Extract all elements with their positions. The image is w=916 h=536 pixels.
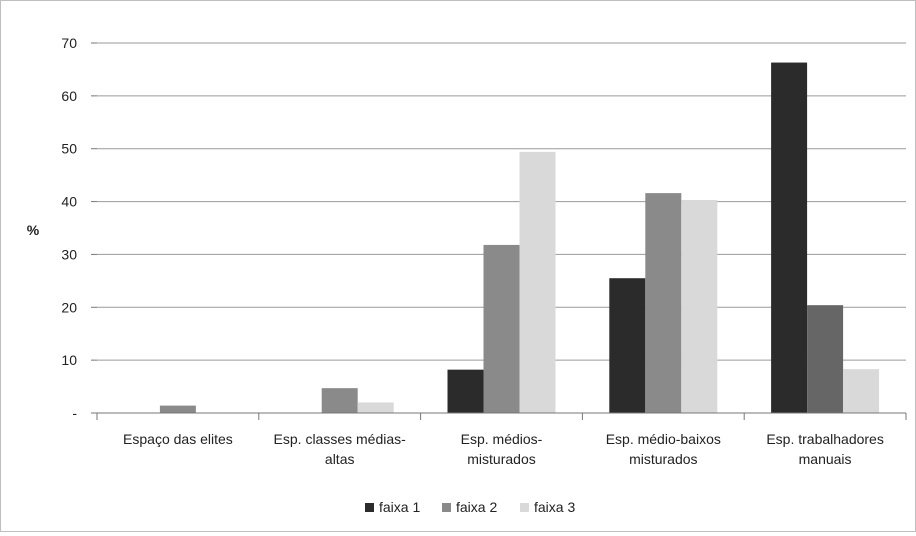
x-tick-label: misturados <box>467 451 535 467</box>
bar-faixa-2-cat2 <box>321 388 358 413</box>
legend-label: faixa 2 <box>456 499 497 515</box>
y-tick-label: 40 <box>61 194 77 210</box>
y-tick-label: 10 <box>61 352 77 368</box>
legend-swatch <box>365 503 374 512</box>
legend-label: faixa 3 <box>534 499 575 515</box>
y-tick-label: - <box>72 405 77 421</box>
bar-faixa-2-cat5 <box>807 305 844 413</box>
bar-faixa-2-cat3 <box>483 244 520 413</box>
x-axis-labels: Espaço das elites Esp. classes médias-alt… <box>123 431 884 467</box>
x-tick-label: Esp. médio-baixos <box>606 431 721 447</box>
x-tick-label: Esp. classes médias- <box>274 431 407 447</box>
legend-swatch <box>442 503 451 512</box>
x-axis <box>96 412 907 420</box>
bars <box>159 62 880 414</box>
y-tick-label: 30 <box>61 246 77 262</box>
legend-label: faixa 1 <box>379 499 420 515</box>
bar-faixa-2-cat4 <box>645 193 682 413</box>
y-tick-label: 20 <box>61 299 77 315</box>
x-tick-label: Esp. médios- <box>461 431 543 447</box>
bar-faixa-3-cat2 <box>357 402 394 413</box>
bar-faixa-2-cat1 <box>159 405 196 413</box>
legend: faixa 1 faixa 2 faixa 3 <box>365 499 575 515</box>
bar-faixa-1-cat4 <box>609 278 646 413</box>
y-axis-ticks: - 10 20 30 40 50 60 70 <box>61 35 97 421</box>
bar-faixa-3-cat3 <box>519 151 556 413</box>
y-tick-label: 50 <box>61 141 77 157</box>
x-tick-label: Espaço das elites <box>123 431 233 447</box>
legend-swatch <box>520 503 529 512</box>
y-tick-label: 70 <box>61 35 77 51</box>
x-tick-label: manuais <box>799 451 852 467</box>
bar-faixa-1-cat5 <box>771 62 808 414</box>
bar-faixa-3-cat5 <box>843 369 880 413</box>
x-tick-label: Esp. trabalhadores <box>766 431 884 447</box>
x-tick-label: misturados <box>629 451 697 467</box>
bar-faixa-1-cat3 <box>447 369 484 413</box>
y-axis-label: % <box>27 222 40 238</box>
bar-faixa-3-cat4 <box>681 199 718 413</box>
y-tick-label: 60 <box>61 88 77 104</box>
x-tick-label: altas <box>325 451 355 467</box>
